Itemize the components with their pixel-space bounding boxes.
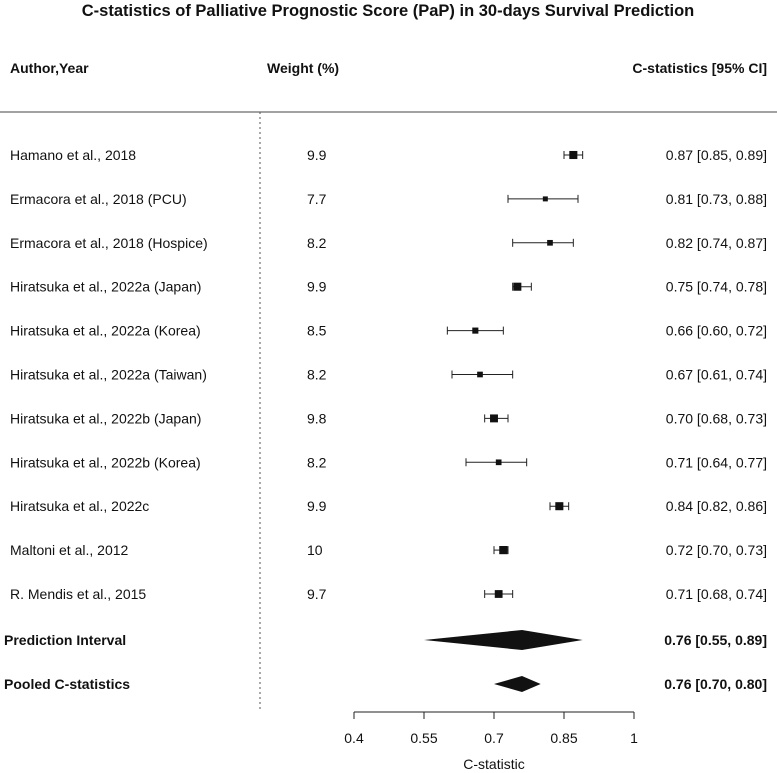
study-label: Hiratsuka et al., 2022a (Taiwan)	[10, 367, 207, 383]
summary-diamond	[424, 630, 583, 650]
study-point	[494, 590, 503, 598]
summary-label: Prediction Interval	[4, 632, 126, 648]
summary-diamond	[494, 676, 541, 692]
study-ci-text: 0.87 [0.85, 0.89]	[666, 147, 767, 163]
study-weight: 9.9	[307, 279, 327, 295]
study-ci-text: 0.84 [0.82, 0.86]	[666, 498, 767, 514]
study-weight: 8.5	[307, 323, 327, 339]
study-ci-text: 0.67 [0.61, 0.74]	[666, 367, 767, 383]
study-weight: 8.2	[307, 367, 327, 383]
study-point	[499, 546, 508, 555]
study-ci-text: 0.75 [0.74, 0.78]	[666, 279, 767, 295]
study-weight: 9.9	[307, 498, 327, 514]
study-ci-text: 0.66 [0.60, 0.72]	[666, 323, 767, 339]
x-axis-tick-label: 0.4	[344, 730, 364, 746]
x-axis-tick-label: 1	[630, 730, 638, 746]
study-label: R. Mendis et al., 2015	[10, 586, 146, 602]
study-label: Maltoni et al., 2012	[10, 542, 129, 558]
study-point	[490, 414, 498, 423]
study-point	[513, 282, 522, 291]
study-weight: 9.9	[307, 147, 327, 163]
study-point	[477, 371, 483, 378]
study-weight: 9.8	[307, 410, 327, 426]
study-ci-text: 0.70 [0.68, 0.73]	[666, 410, 767, 426]
study-point	[569, 150, 578, 160]
study-label: Hiratsuka et al., 2022c	[10, 498, 149, 514]
study-weight: 8.2	[307, 454, 327, 470]
study-point	[495, 459, 502, 466]
x-axis-tick-label: 0.55	[410, 730, 437, 746]
x-axis-label: C-statistic	[463, 756, 524, 772]
study-ci-text: 0.72 [0.70, 0.73]	[666, 542, 767, 558]
header-weight: Weight (%)	[267, 60, 339, 76]
x-axis-tick-label: 0.85	[550, 730, 577, 746]
study-point	[555, 502, 564, 511]
study-point	[542, 196, 548, 202]
summary-label: Pooled C-statistics	[4, 676, 130, 692]
study-label: Ermacora et al., 2018 (Hospice)	[10, 235, 208, 251]
study-weight: 10	[307, 542, 323, 558]
study-label: Ermacora et al., 2018 (PCU)	[10, 191, 187, 207]
study-label: Hiratsuka et al., 2022b (Japan)	[10, 410, 201, 426]
study-label: Hiratsuka et al., 2022a (Korea)	[10, 323, 201, 339]
header-author: Author,Year	[10, 60, 89, 76]
summary-ci-text: 0.76 [0.55, 0.89]	[664, 632, 767, 648]
header-cstat: C-statistics [95% CI]	[632, 60, 767, 76]
study-label: Hamano et al., 2018	[10, 147, 136, 163]
study-ci-text: 0.71 [0.64, 0.77]	[666, 454, 767, 470]
study-weight: 9.7	[307, 586, 327, 602]
study-weight: 7.7	[307, 191, 327, 207]
study-ci-text: 0.71 [0.68, 0.74]	[666, 586, 767, 602]
study-ci-text: 0.81 [0.73, 0.88]	[666, 191, 767, 207]
chart-title: C-statistics of Palliative Prognostic Sc…	[82, 2, 695, 20]
study-point	[472, 327, 479, 334]
study-label: Hiratsuka et al., 2022b (Korea)	[10, 454, 201, 470]
summary-ci-text: 0.76 [0.70, 0.80]	[664, 676, 767, 692]
x-axis-tick-label: 0.7	[484, 730, 504, 746]
study-weight: 8.2	[307, 235, 327, 251]
study-ci-text: 0.82 [0.74, 0.87]	[666, 235, 767, 251]
study-label: Hiratsuka et al., 2022a (Japan)	[10, 279, 201, 295]
study-point	[547, 239, 553, 246]
